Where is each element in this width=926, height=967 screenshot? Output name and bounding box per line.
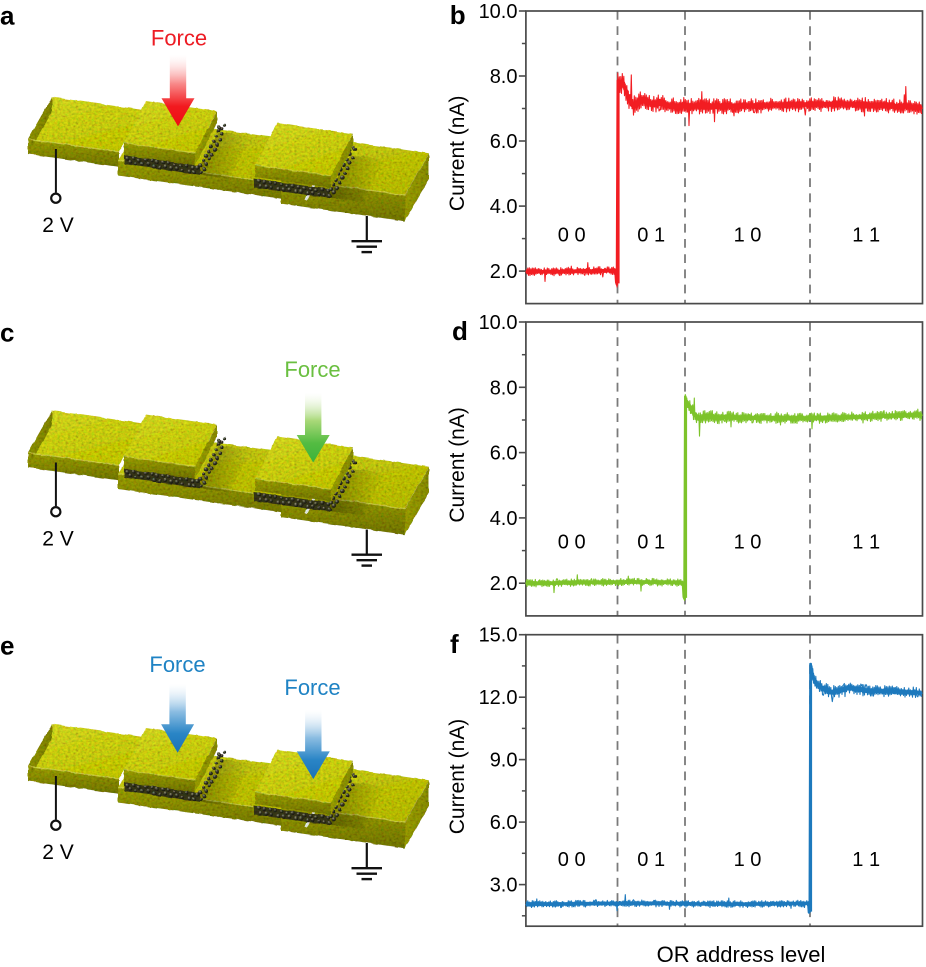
svg-text:15.0: 15.0	[479, 625, 518, 647]
svg-text:0 0: 0 0	[558, 849, 586, 871]
svg-text:e: e	[0, 631, 14, 661]
svg-text:2.0: 2.0	[490, 573, 518, 595]
svg-text:Force: Force	[151, 26, 207, 51]
svg-text:6.0: 6.0	[490, 131, 518, 153]
svg-text:Current (nA): Current (nA)	[446, 96, 469, 212]
svg-text:4.0: 4.0	[490, 508, 518, 530]
svg-text:1 1: 1 1	[852, 849, 880, 871]
svg-text:3.0: 3.0	[490, 875, 518, 897]
svg-text:2 V: 2 V	[42, 214, 74, 237]
svg-text:Current (nA): Current (nA)	[446, 719, 469, 835]
svg-text:4.0: 4.0	[490, 196, 518, 218]
svg-text:f: f	[450, 629, 459, 659]
svg-text:1 1: 1 1	[852, 225, 880, 247]
svg-text:0 1: 0 1	[637, 225, 665, 247]
svg-text:0 1: 0 1	[637, 849, 665, 871]
svg-text:0 1: 0 1	[637, 532, 665, 554]
svg-text:6.0: 6.0	[490, 812, 518, 834]
svg-text:2.0: 2.0	[490, 261, 518, 283]
svg-text:10.0: 10.0	[479, 1, 518, 23]
svg-text:OR address level: OR address level	[657, 942, 826, 967]
svg-text:1 0: 1 0	[734, 532, 762, 554]
svg-text:8.0: 8.0	[490, 377, 518, 399]
svg-text:12.0: 12.0	[479, 687, 518, 709]
svg-text:Force: Force	[149, 652, 205, 677]
svg-text:d: d	[452, 316, 468, 346]
svg-text:10.0: 10.0	[479, 312, 518, 334]
svg-text:0 0: 0 0	[558, 225, 586, 247]
svg-text:c: c	[0, 318, 14, 348]
svg-text:Current (nA): Current (nA)	[446, 407, 469, 523]
svg-text:1 1: 1 1	[852, 532, 880, 554]
svg-text:Force: Force	[284, 357, 340, 382]
svg-text:6.0: 6.0	[490, 443, 518, 465]
svg-text:1 0: 1 0	[734, 849, 762, 871]
svg-text:9.0: 9.0	[490, 750, 518, 772]
svg-text:1 0: 1 0	[734, 225, 762, 247]
svg-text:a: a	[0, 0, 15, 30]
svg-text:Force: Force	[284, 675, 340, 700]
svg-text:0 0: 0 0	[558, 532, 586, 554]
svg-text:b: b	[450, 0, 466, 30]
svg-text:8.0: 8.0	[490, 66, 518, 88]
